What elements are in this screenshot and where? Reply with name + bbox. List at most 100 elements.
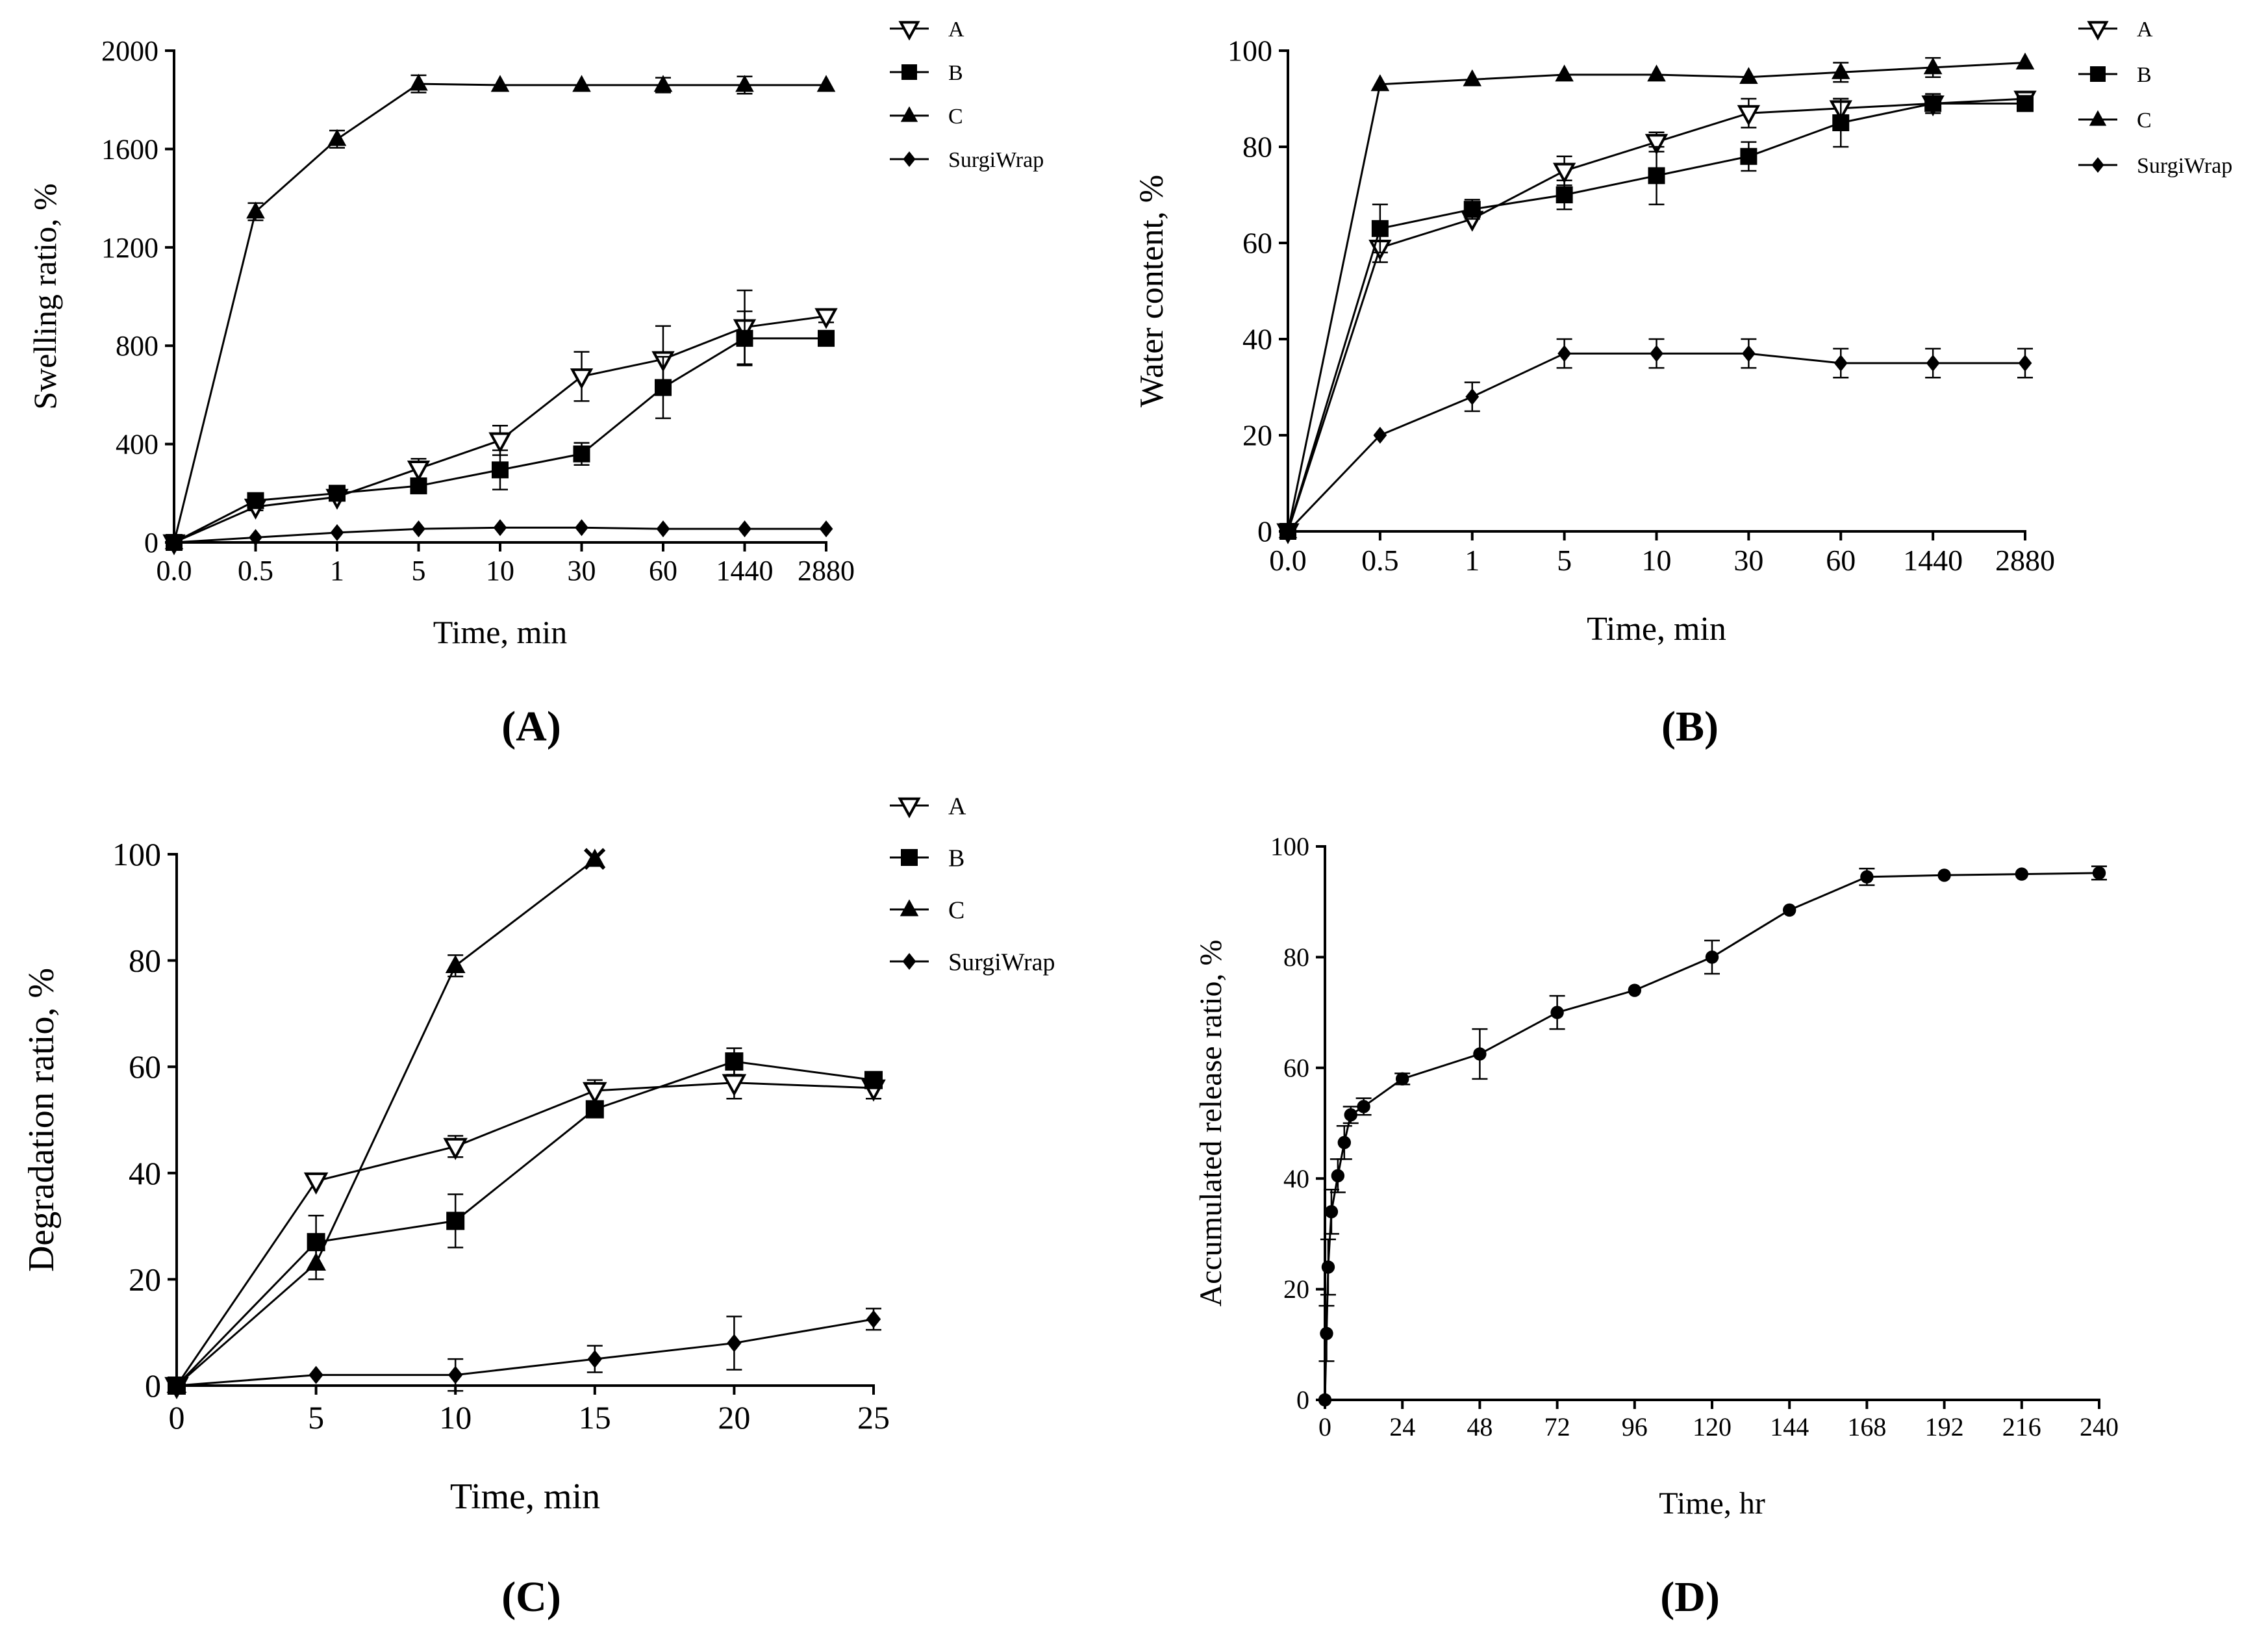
data-point-surgiwrap [1465, 388, 1480, 405]
data-point-surgiwrap [2018, 355, 2032, 372]
data-point-b [1924, 95, 1942, 112]
x-tick-label: 1440 [716, 555, 774, 587]
data-point-release [1357, 1100, 1370, 1113]
legend-marker-c [900, 106, 918, 122]
legend-label-a: A [948, 793, 966, 820]
data-point-c [1923, 57, 1943, 75]
data-point-surgiwrap [412, 520, 425, 538]
y-tick-label: 80 [1283, 943, 1309, 972]
data-point-surgiwrap [1926, 355, 1940, 372]
data-point-surgiwrap [1833, 355, 1848, 372]
series-c [1278, 52, 2035, 539]
y-tick-label: 20 [1242, 419, 1272, 452]
data-point-c [653, 75, 673, 92]
data-point-b [573, 445, 590, 463]
y-tick-label: 100 [1228, 34, 1272, 68]
data-point-surgiwrap [330, 524, 344, 541]
y-tick-label: 1600 [101, 133, 158, 165]
x-tick-label: 0 [1318, 1412, 1331, 1441]
data-point-a [583, 1082, 607, 1104]
x-tick-label: 240 [2080, 1412, 2119, 1441]
y-tick-label: 100 [1270, 832, 1309, 861]
legend-marker-b [901, 849, 918, 866]
x-tick-label: 48 [1467, 1412, 1493, 1441]
legend-label-c: C [948, 105, 963, 129]
x-tick-label: 30 [568, 555, 596, 587]
panel-d-release-chart: 0 20 40 60 80 100 0 24 48 72 96 120 144 168 192 216 240 T… [1194, 832, 2119, 1621]
data-point-surgiwrap [656, 520, 670, 538]
y-tick-label: 0 [144, 527, 158, 559]
y-tick-label: 0 [1296, 1386, 1309, 1415]
data-point-b [446, 1212, 465, 1230]
series-line-b [175, 1060, 874, 1387]
data-point-b [1371, 220, 1389, 237]
x-tick-label: 30 [1733, 544, 1763, 577]
legend-label-c: C [2137, 108, 2152, 133]
y-tick-label: 80 [1242, 131, 1272, 164]
legend-marker-a [2087, 21, 2109, 41]
data-point-a [488, 432, 512, 453]
data-point-b [1740, 147, 1758, 165]
x-axis-label: Time, min [433, 614, 568, 650]
data-point-surgiwrap [249, 529, 262, 546]
x-tick-label: 15 [579, 1399, 611, 1436]
data-point-c [1647, 64, 1666, 82]
x-tick-label: 5 [412, 555, 426, 587]
panel-a-swelling-chart: 0 400 800 1200 1600 2000 0.0 0.5 1 5 10 30 60 1440 288… [27, 18, 1044, 750]
legend-label-surgiwrap: SurgiWrap [2137, 154, 2232, 178]
x-tick-label: 25 [857, 1399, 890, 1436]
series-c [166, 848, 605, 1393]
panel-label: (C) [501, 1573, 561, 1621]
data-point-c [1831, 62, 1850, 79]
x-tick-label: 20 [718, 1399, 750, 1436]
panel-c-degradation-chart: 0 20 40 60 80 100 0 5 10 15 20 25 Time, min Degradati… [21, 793, 1055, 1621]
data-point-release [1860, 870, 1874, 884]
series-a [162, 289, 838, 555]
x-axis-label: Time, min [450, 1477, 600, 1517]
x-axis-label: Time, hr [1659, 1486, 1765, 1521]
data-point-surgiwrap [587, 1350, 602, 1369]
panel-label: (A) [501, 703, 561, 750]
y-axis-label: Water content, % [1133, 175, 1170, 407]
data-point-a [443, 1137, 468, 1160]
series-line-a [175, 1082, 874, 1386]
data-point-c [1463, 69, 1482, 86]
data-point-b [492, 461, 509, 479]
data-point-release [1937, 869, 1951, 882]
legend-label-b: B [2137, 63, 2152, 87]
y-tick-label: 800 [116, 330, 158, 362]
data-point-surgiwrap [738, 520, 751, 538]
data-point-surgiwrap [309, 1365, 323, 1384]
x-tick-label: 60 [1826, 544, 1856, 577]
data-point-surgiwrap [1741, 345, 1756, 362]
legend-marker-b [901, 64, 917, 80]
data-point-release [1320, 1326, 1333, 1340]
data-point-c [735, 75, 754, 92]
data-point-release [1473, 1047, 1487, 1061]
x-tick-label: 144 [1770, 1412, 1809, 1441]
y-tick-label: 1200 [101, 232, 158, 264]
x-tick-label: 0.5 [238, 555, 273, 587]
x-tick-label: 0.0 [157, 555, 192, 587]
data-point-a [1552, 162, 1576, 184]
data-point-release [1331, 1169, 1345, 1183]
y-tick-label: 80 [129, 943, 161, 979]
data-point-a [570, 368, 594, 390]
legend-marker-c [2089, 110, 2107, 126]
x-tick-label: 0 [169, 1399, 185, 1436]
data-point-c [816, 75, 836, 92]
data-point-c [2015, 52, 2035, 70]
series-line-c [176, 858, 596, 1387]
data-point-b [736, 329, 753, 347]
y-tick-label: 60 [1283, 1053, 1309, 1082]
data-point-b [1556, 186, 1573, 203]
data-point-c [445, 954, 466, 973]
legend: ABC SurgiWrap [2078, 18, 2232, 178]
legend-marker-a [898, 21, 920, 41]
y-tick-label: 2000 [101, 35, 158, 67]
data-point-surgiwrap [1650, 345, 1663, 362]
data-point-surgiwrap [727, 1334, 742, 1352]
y-tick-label: 20 [129, 1261, 161, 1297]
x-tick-label: 2880 [1995, 544, 2055, 577]
data-point-b [1463, 201, 1481, 218]
